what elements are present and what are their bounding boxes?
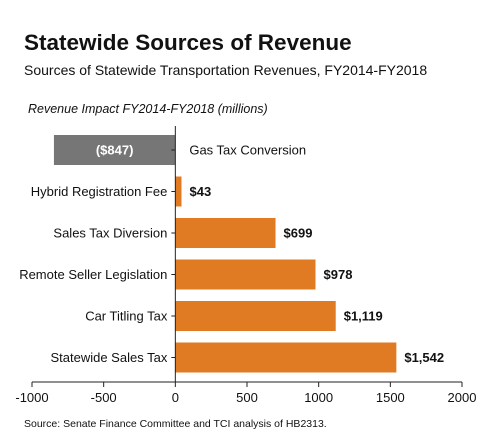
bar-2 — [175, 218, 276, 248]
category-label-3: Remote Seller Legislation — [19, 267, 167, 282]
bar-0 — [53, 135, 176, 165]
value-label-0: ($847) — [96, 143, 134, 158]
chart-title: Statewide Sources of Revenue — [24, 30, 352, 55]
chart-subtitle: Sources of Statewide Transportation Reve… — [24, 62, 428, 78]
x-tick-label-0: -1000 — [15, 390, 48, 405]
value-label-1: $43 — [189, 184, 211, 199]
category-label-2: Sales Tax Diversion — [53, 226, 167, 241]
value-label-2: $699 — [284, 226, 313, 241]
x-tick-label-1: -500 — [91, 390, 117, 405]
unit-note: Revenue Impact FY2014-FY2018 (millions) — [28, 102, 268, 116]
category-label-0: Gas Tax Conversion — [189, 143, 306, 158]
value-label-4: $1,119 — [344, 309, 383, 324]
value-label-3: $978 — [324, 267, 353, 282]
category-label-4: Car Titling Tax — [85, 309, 168, 324]
bar-5 — [175, 342, 397, 373]
x-tick-label-6: 2000 — [448, 390, 477, 405]
x-tick-label-4: 1000 — [304, 390, 333, 405]
bar-1 — [175, 176, 182, 207]
x-tick-label-2: 0 — [172, 390, 179, 405]
source-note: Source: Senate Finance Committee and TCI… — [24, 418, 327, 430]
x-tick-label-5: 1500 — [376, 390, 405, 405]
x-tick-label-3: 500 — [236, 390, 258, 405]
category-label-5: Statewide Sales Tax — [50, 350, 167, 365]
bar-4 — [175, 301, 336, 331]
value-label-5: $1,542 — [404, 350, 444, 365]
bar-3 — [175, 259, 316, 290]
category-label-1: Hybrid Registration Fee — [31, 184, 168, 199]
